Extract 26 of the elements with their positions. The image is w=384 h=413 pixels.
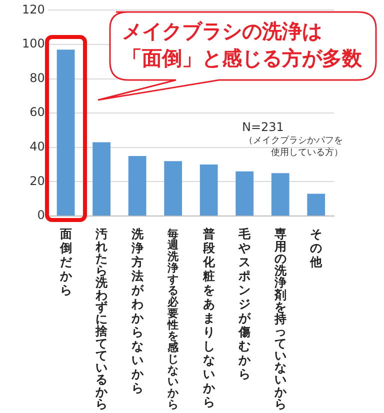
category-label: 専用の洗浄剤を持っていないから xyxy=(274,227,286,411)
x-tick-label: 面倒だから xyxy=(58,227,73,298)
x-tick-label: その他 xyxy=(309,227,324,270)
category-label: 汚れたら洗わずに捨てているから xyxy=(96,227,108,411)
y-tick-label: 40 xyxy=(30,140,45,154)
y-tick-label: 80 xyxy=(30,70,45,85)
y-tick-label: 60 xyxy=(30,105,45,120)
annotation: N=231 xyxy=(242,120,284,134)
speech-bubble: メイクブラシの洗浄は「面倒」と感じる方が多数 xyxy=(96,10,378,102)
category-label: 普段化粧をあまりしないから xyxy=(202,227,215,410)
bar xyxy=(164,161,182,216)
category-label: 毎週洗浄する必要性を感じないから xyxy=(168,227,179,411)
y-tick-label: 20 xyxy=(30,174,45,188)
bar xyxy=(236,171,254,216)
bar xyxy=(271,173,290,216)
annotation: メイクブラシの洗浄は「面倒」と感じる方が多数 xyxy=(122,18,362,72)
bar xyxy=(92,142,110,216)
annotation: （メイクブラシかパフを使用している方） xyxy=(244,135,343,159)
category-label: 洗浄方法がわからないから xyxy=(131,227,144,396)
bar xyxy=(128,156,146,216)
bar xyxy=(307,194,326,216)
bar xyxy=(200,164,218,216)
y-tick-label: 120 xyxy=(22,2,45,16)
y-tick-label: 100 xyxy=(22,36,45,51)
category-label: 毛やスポンジが傷むから xyxy=(238,227,251,382)
y-tick-label: 0 xyxy=(37,208,45,222)
